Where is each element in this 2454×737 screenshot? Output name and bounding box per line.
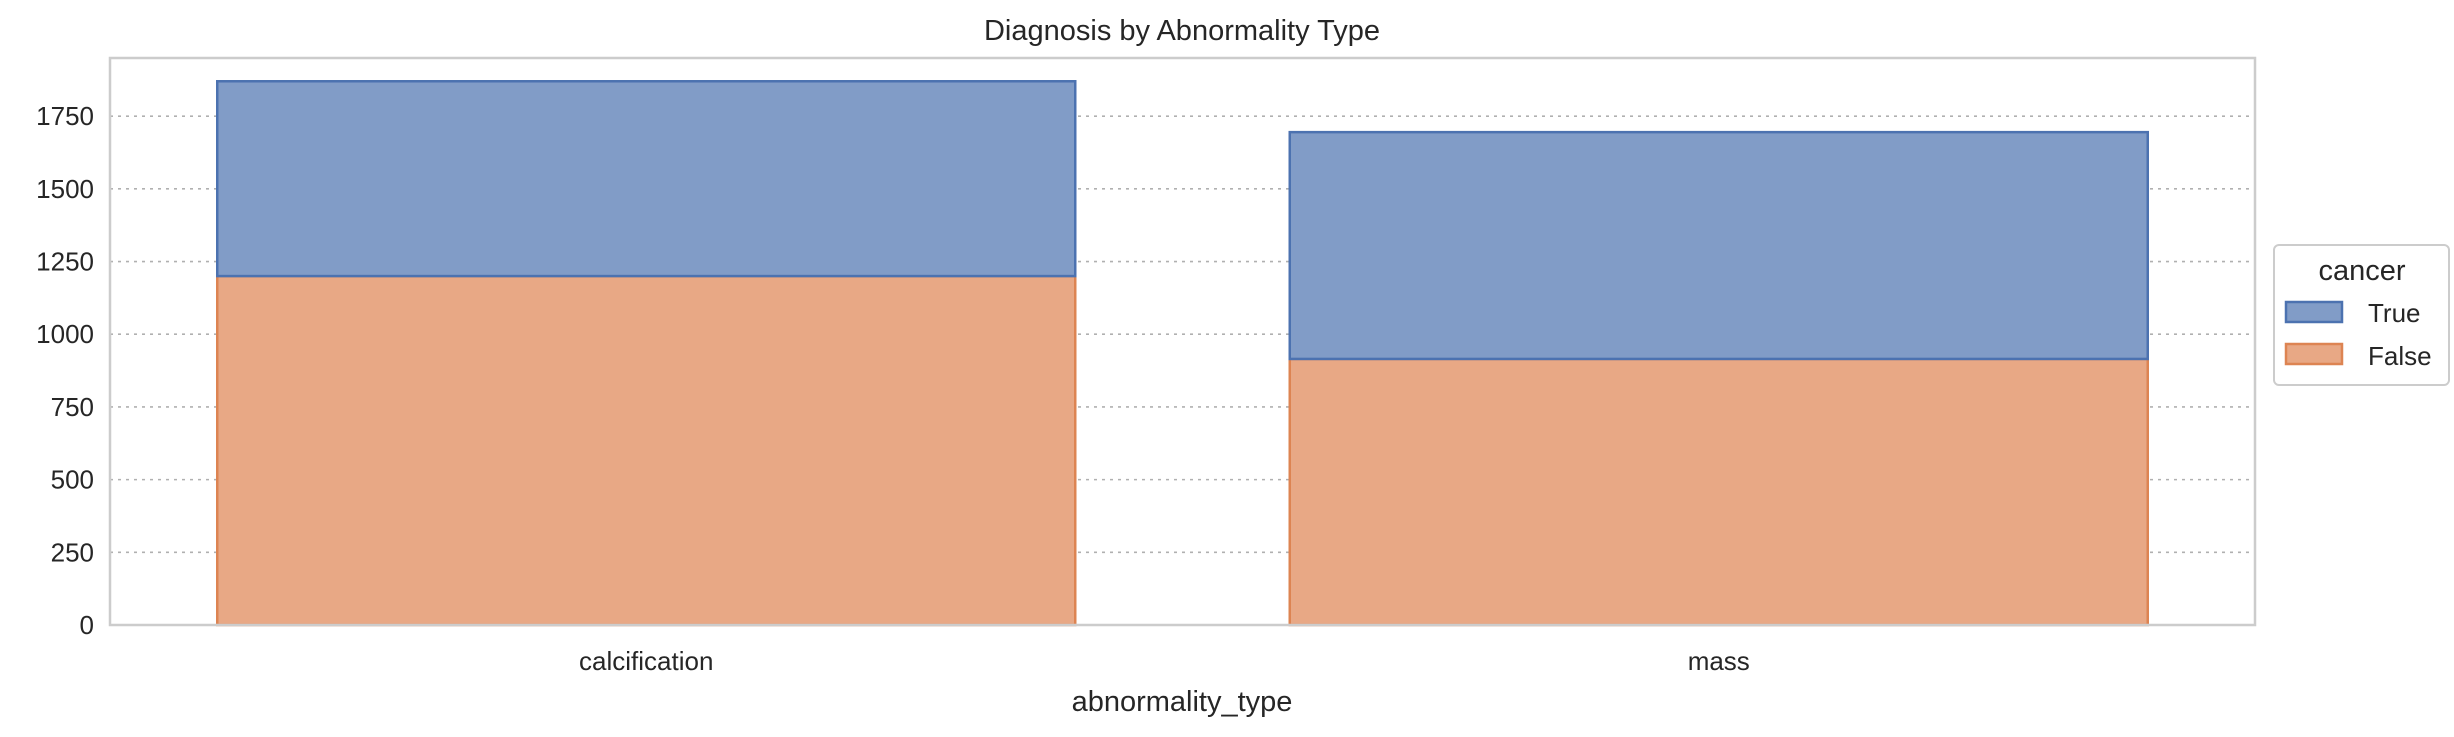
bar-calcification-false — [216, 274, 1077, 627]
y-axis: 0 250 500 750 1000 1250 1500 1750 — [36, 101, 94, 640]
y-tick-label: 1500 — [36, 174, 94, 204]
bar-mass-false — [1288, 357, 2149, 627]
y-tick-label: 1250 — [36, 247, 94, 277]
legend-label-true: True — [2368, 298, 2421, 328]
chart-title: Diagnosis by Abnormality Type — [984, 15, 1380, 47]
y-tick-label: 1750 — [36, 101, 94, 131]
legend-label-false: False — [2368, 341, 2432, 371]
x-axis: calcification mass — [579, 646, 1750, 676]
y-tick-label: 250 — [51, 537, 94, 567]
legend-swatch-false — [2284, 342, 2344, 366]
y-tick-label: 500 — [51, 465, 94, 495]
y-tick-label: 750 — [51, 392, 94, 422]
plot-frame — [108, 56, 2257, 627]
bar-mass-true — [1288, 130, 2149, 361]
x-axis-label: abnormality_type — [1072, 686, 1293, 718]
legend-title: cancer — [2318, 255, 2405, 287]
legend-swatch-true — [2284, 300, 2344, 324]
x-tick-label: calcification — [579, 646, 713, 676]
x-tick-label: mass — [1688, 646, 1750, 676]
y-tick-label: 0 — [80, 610, 94, 640]
gridlines — [110, 115, 2255, 554]
bar-calcification-true — [216, 80, 1077, 278]
y-tick-label: 1000 — [36, 319, 94, 349]
bars — [216, 80, 2149, 627]
legend: cancer True False — [2273, 244, 2450, 386]
